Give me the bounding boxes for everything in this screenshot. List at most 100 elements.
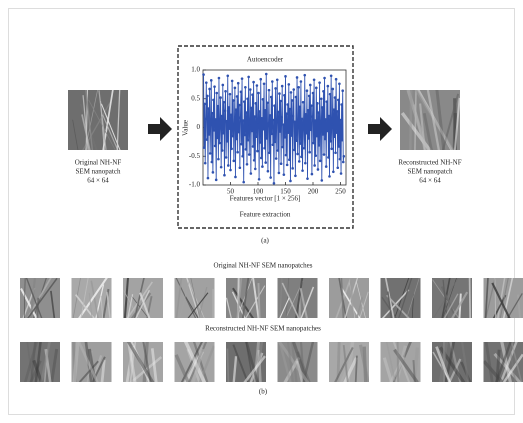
data-point <box>313 164 316 167</box>
data-point <box>224 90 227 93</box>
data-point <box>262 98 265 101</box>
data-point <box>216 137 219 140</box>
data-point <box>280 162 283 165</box>
data-point <box>213 129 216 132</box>
fiber <box>410 87 411 170</box>
data-point <box>205 81 208 84</box>
data-point <box>339 119 342 122</box>
data-point <box>290 91 293 94</box>
data-point <box>321 179 324 182</box>
data-point <box>292 88 295 91</box>
data-point <box>226 140 229 143</box>
image-bg <box>432 278 472 318</box>
data-point <box>214 118 217 121</box>
x-tick-label: 50 <box>227 188 235 196</box>
data-point <box>264 161 267 164</box>
data-point <box>292 115 295 118</box>
arrow <box>368 117 392 141</box>
data-point <box>270 133 273 136</box>
data-point <box>322 133 325 136</box>
data-point <box>254 168 257 171</box>
data-point <box>335 131 338 134</box>
data-point <box>259 141 262 144</box>
y-tick-label: 0 <box>197 123 201 131</box>
data-point <box>339 158 342 161</box>
data-point <box>223 101 226 104</box>
data-point <box>306 177 309 180</box>
data-point <box>290 134 293 137</box>
y-axis-label: Value <box>182 120 190 136</box>
data-point <box>279 100 282 103</box>
data-point <box>261 165 264 168</box>
data-point <box>287 131 290 134</box>
data-point <box>228 127 231 130</box>
data-point <box>311 173 314 176</box>
data-point <box>257 92 260 95</box>
data-point <box>213 85 216 88</box>
data-point <box>335 78 338 81</box>
data-point <box>251 93 254 96</box>
data-point <box>231 135 234 138</box>
data-point <box>300 156 303 159</box>
data-point <box>225 120 228 123</box>
data-point <box>277 111 280 114</box>
fiber <box>469 268 470 337</box>
data-point <box>230 114 233 117</box>
data-point <box>237 82 240 85</box>
data-point <box>207 107 210 110</box>
data-point <box>307 137 310 140</box>
nanopatch-image <box>175 326 215 400</box>
data-point <box>306 89 309 92</box>
x-tick-label: 100 <box>253 188 264 196</box>
data-point <box>341 89 344 92</box>
data-point <box>297 125 300 128</box>
nanopatch-image <box>20 326 60 401</box>
data-point <box>318 81 321 84</box>
caption: 64 × 64 <box>87 177 109 185</box>
data-point <box>244 86 247 89</box>
data-point <box>288 158 291 161</box>
data-point <box>323 153 326 156</box>
x-tick-label: 200 <box>308 188 319 196</box>
data-point <box>258 110 261 113</box>
data-point <box>268 89 271 92</box>
data-point <box>234 87 237 90</box>
data-point <box>229 169 232 172</box>
data-point <box>203 146 206 149</box>
data-point <box>296 153 299 156</box>
data-point <box>325 100 328 103</box>
data-point <box>302 101 305 104</box>
data-point <box>235 108 238 111</box>
data-point <box>251 130 254 133</box>
x-axis-label: Features vector [1 × 256] <box>230 195 301 203</box>
data-point <box>295 139 298 142</box>
data-point <box>316 102 319 105</box>
data-point <box>295 96 298 99</box>
data-point <box>314 119 317 122</box>
data-point <box>303 74 306 77</box>
data-point <box>300 80 303 83</box>
data-point <box>246 163 249 166</box>
x-tick-label: 250 <box>335 188 346 196</box>
caption: Original NH-NF <box>75 159 122 167</box>
data-point <box>259 78 262 81</box>
data-point <box>230 147 233 150</box>
data-point <box>218 77 221 80</box>
data-point <box>285 112 288 115</box>
data-point <box>291 167 294 170</box>
caption: 64 × 64 <box>419 177 441 185</box>
data-point <box>320 97 323 100</box>
data-point <box>266 137 269 140</box>
data-point <box>253 159 256 162</box>
data-point <box>325 165 328 168</box>
data-point <box>222 84 225 87</box>
data-point <box>206 138 209 141</box>
data-point <box>256 84 259 87</box>
data-point <box>208 88 211 91</box>
data-point <box>260 157 263 160</box>
data-point <box>278 92 281 95</box>
data-point <box>315 87 318 90</box>
data-point <box>258 178 261 181</box>
data-point <box>262 128 265 131</box>
data-point <box>253 115 256 118</box>
